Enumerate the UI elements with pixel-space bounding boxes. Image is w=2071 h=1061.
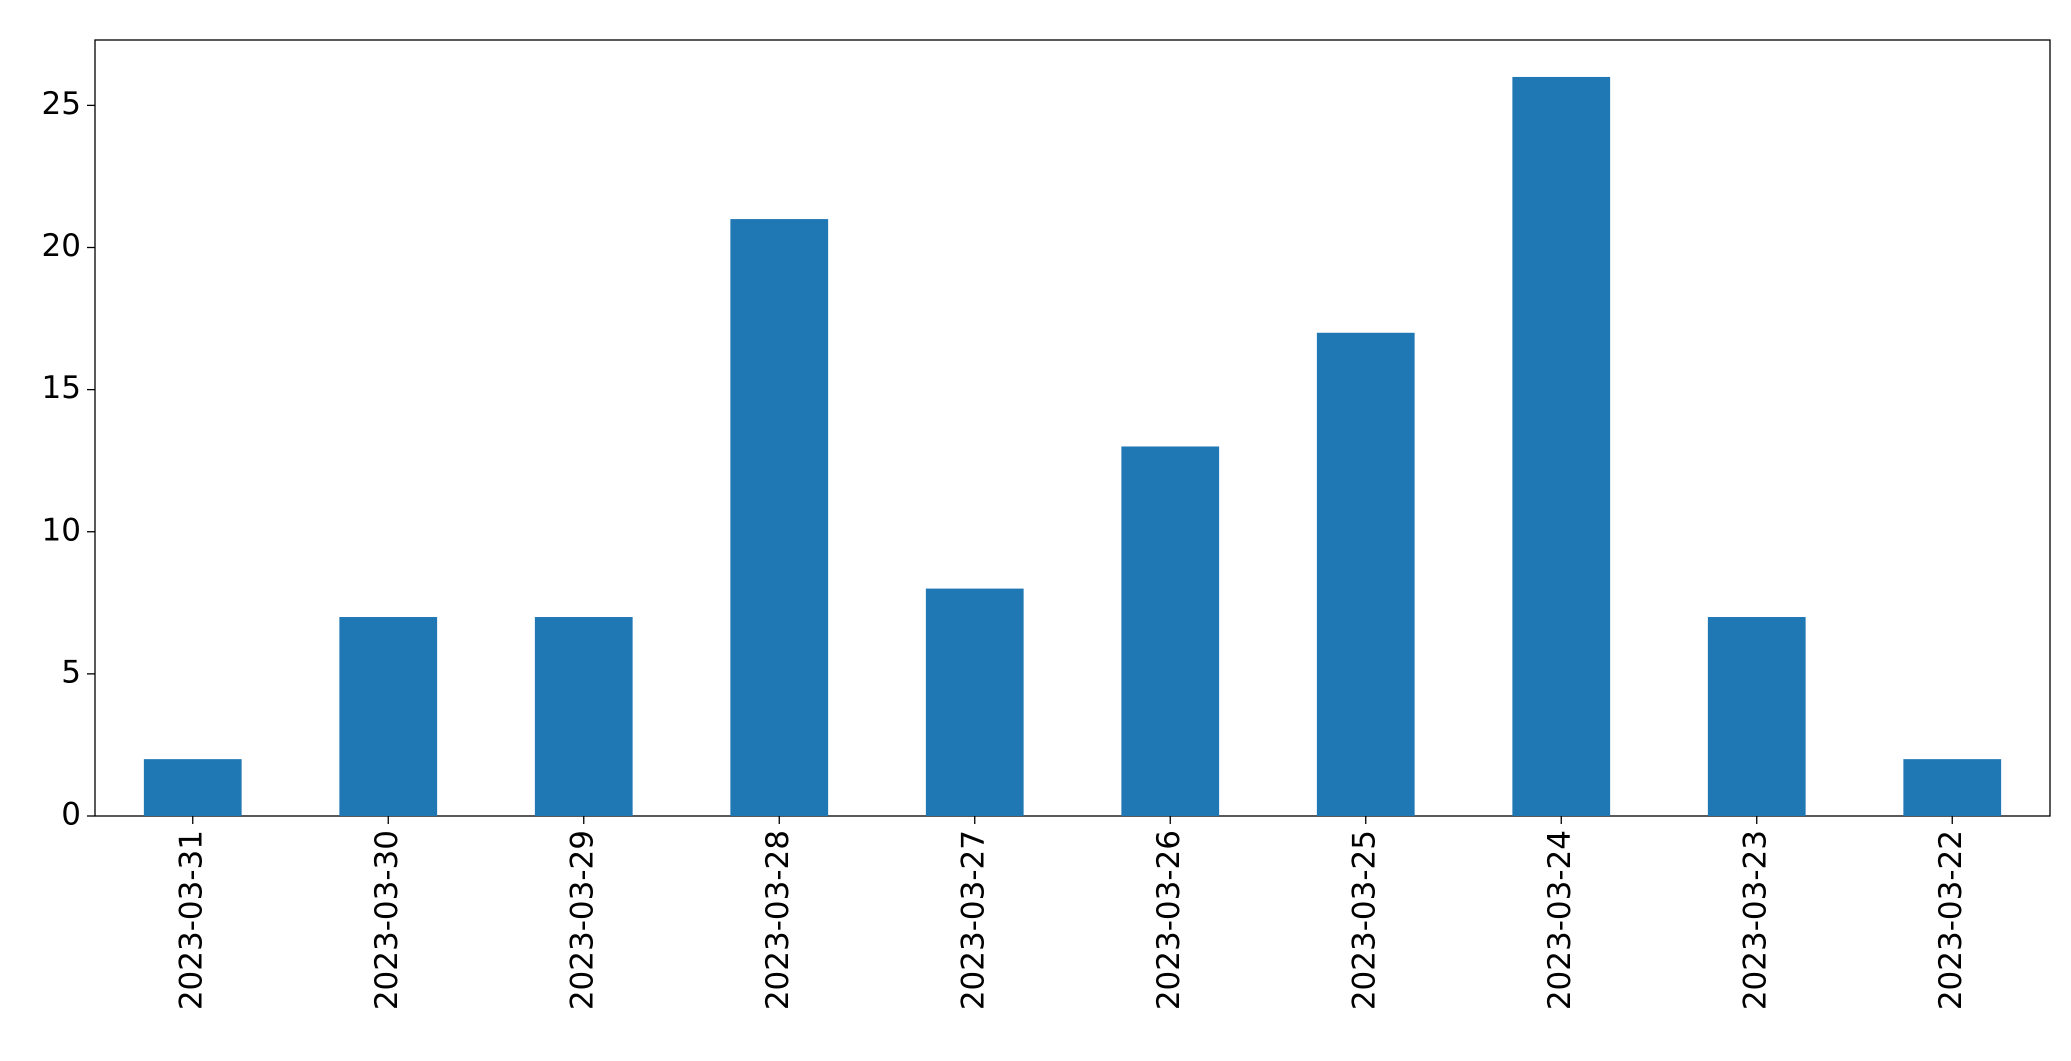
x-tick-label: 2023-03-24: [1542, 830, 1578, 1010]
x-tick-label: 2023-03-28: [760, 830, 796, 1010]
y-tick-label: 0: [61, 797, 81, 833]
y-tick-label: 15: [42, 370, 81, 406]
x-tick-label: 2023-03-29: [564, 830, 600, 1010]
bar: [1316, 332, 1415, 816]
bar: [925, 588, 1024, 816]
x-tick-label: 2023-03-25: [1346, 830, 1382, 1010]
bar: [1512, 76, 1611, 816]
x-tick-label: 2023-03-31: [173, 830, 209, 1010]
x-tick-label: 2023-03-27: [955, 830, 991, 1010]
bar: [1903, 759, 2002, 816]
x-tick-label: 2023-03-26: [1151, 830, 1187, 1010]
y-tick-label: 20: [42, 228, 81, 264]
y-tick-label: 5: [61, 654, 81, 690]
bar: [534, 617, 633, 816]
x-tick-label: 2023-03-23: [1737, 830, 1773, 1010]
x-tick-label: 2023-03-30: [369, 830, 405, 1010]
bar: [143, 759, 242, 816]
bar: [1121, 446, 1220, 816]
y-tick-label: 10: [42, 512, 81, 548]
bar: [730, 219, 829, 817]
bar: [339, 617, 438, 816]
plot-frame: [94, 39, 2051, 817]
y-tick-label: 25: [42, 86, 81, 122]
bar: [1707, 617, 1806, 816]
x-tick-label: 2023-03-22: [1933, 830, 1969, 1010]
